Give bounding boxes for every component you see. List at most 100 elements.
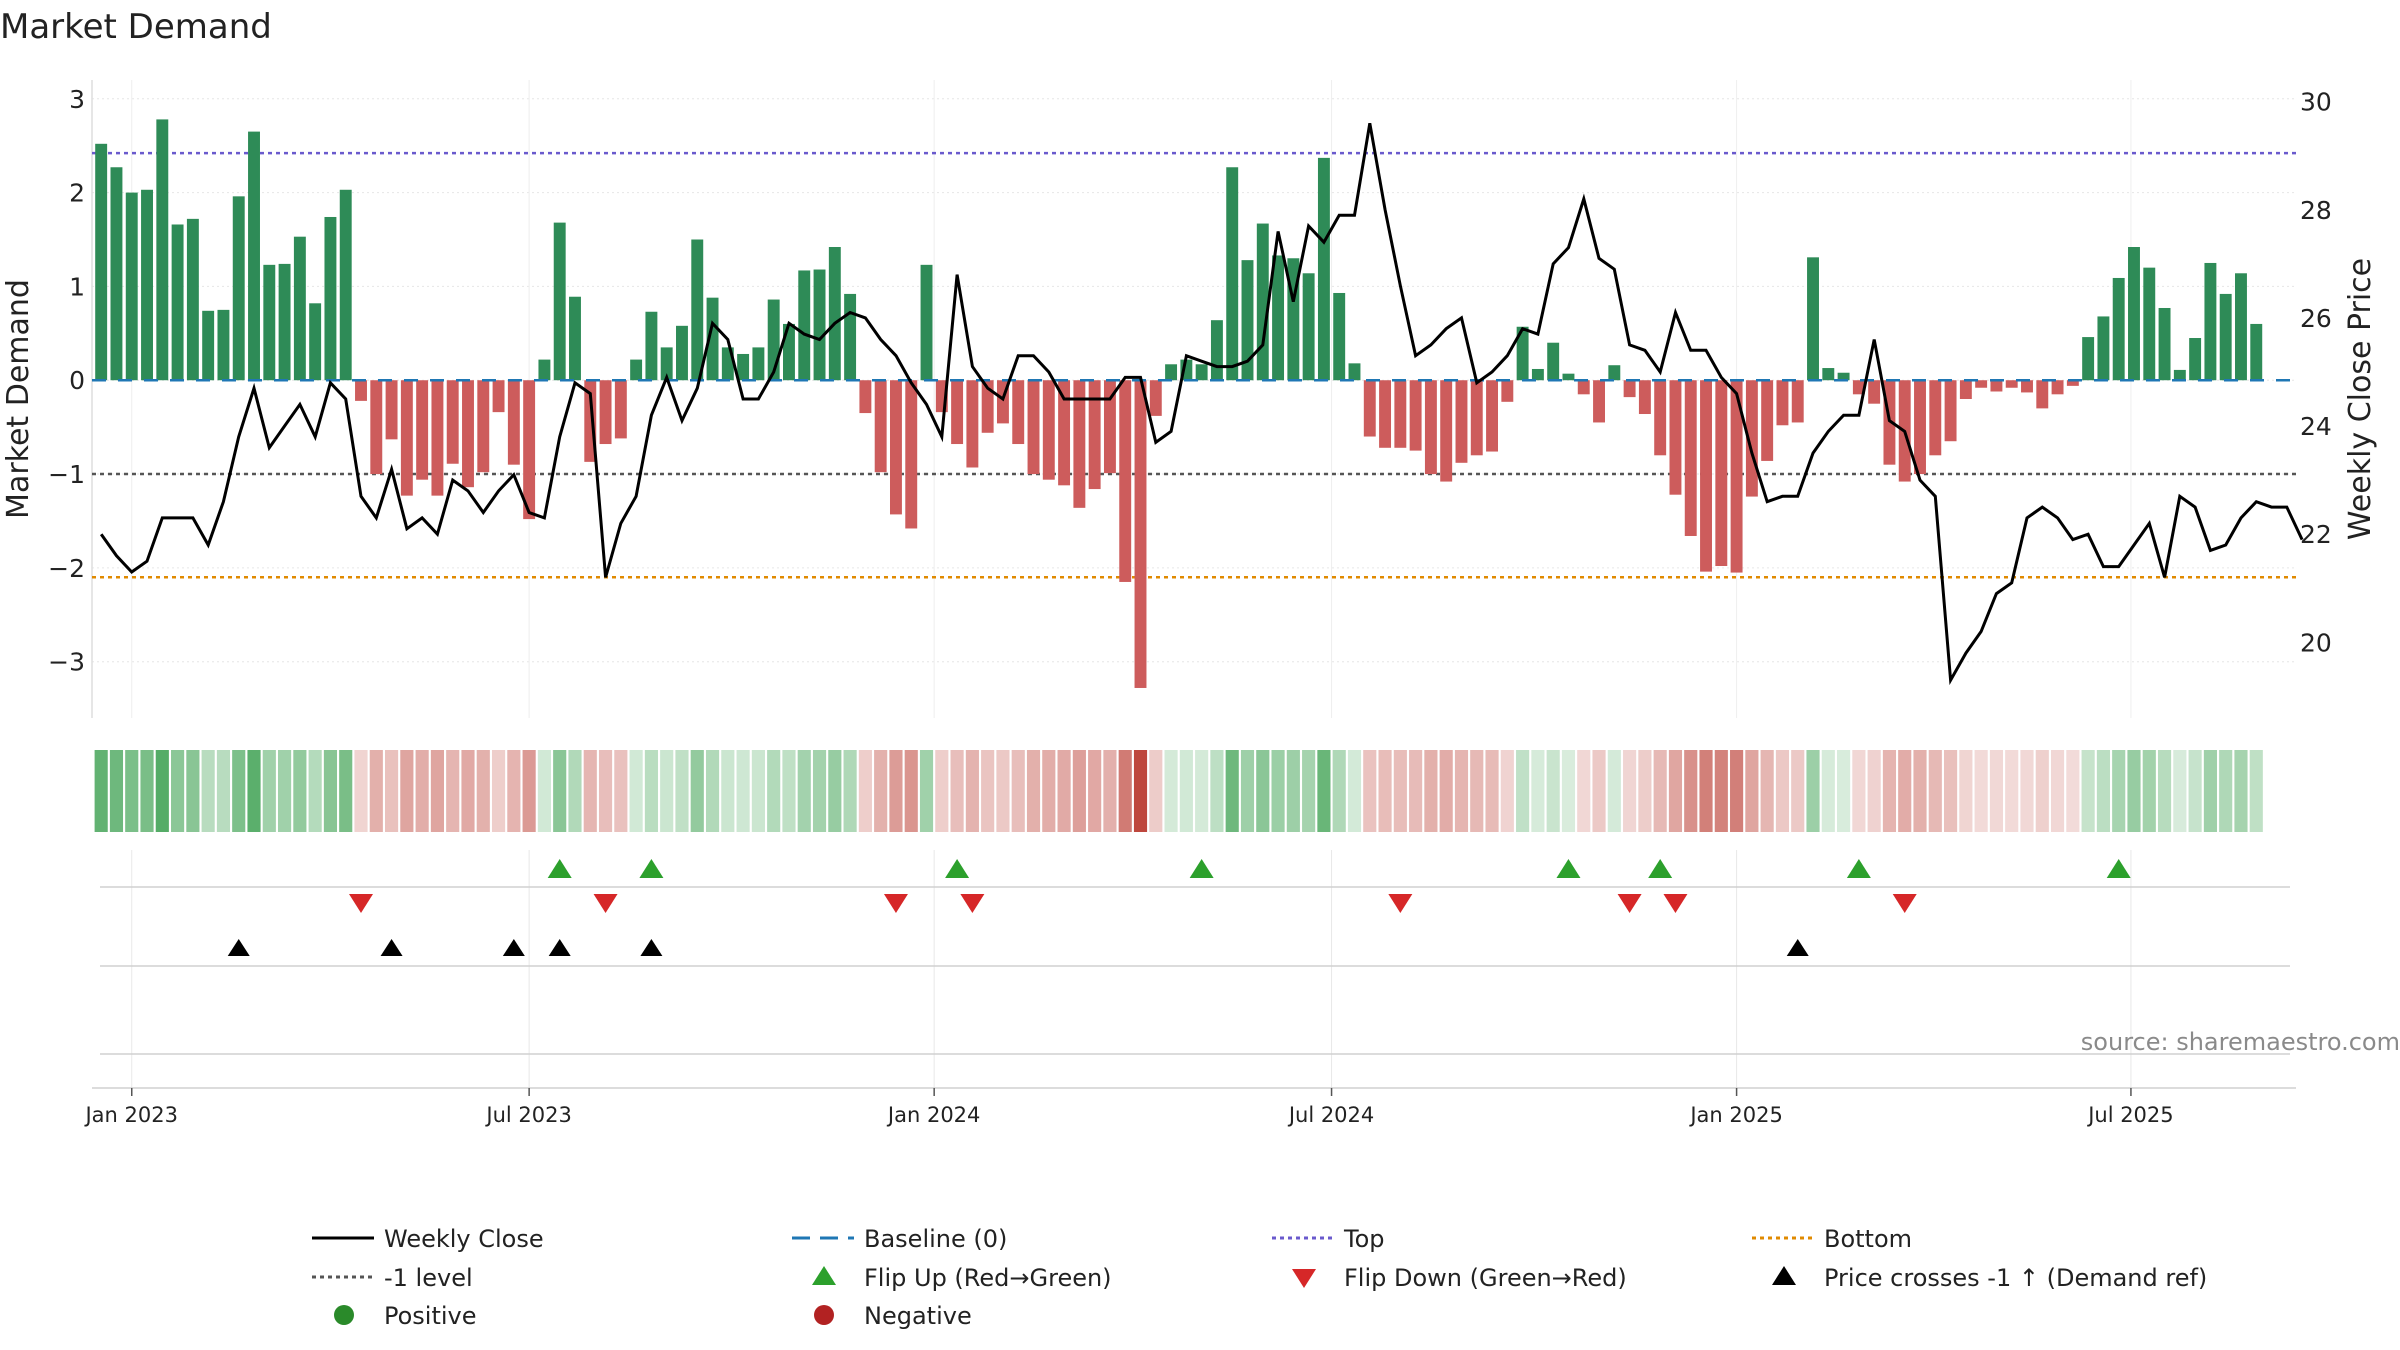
heat-cell [1378,750,1392,832]
heat-cell [1974,750,1988,832]
y2-tick-label: 20 [2300,628,2332,657]
flip-down-marker [1663,894,1688,913]
demand-bar [2082,337,2095,381]
demand-bar [1516,326,1529,381]
demand-bar [1715,380,1728,567]
panel-gridlines [131,850,2132,1088]
demand-bar [553,222,566,381]
heat-cell [919,750,934,832]
heat-cell [2127,750,2141,832]
demand-bar [95,143,108,381]
heat-cell [2142,750,2156,832]
demand-bar [1058,380,1071,486]
legend-item: Top [1272,1225,1385,1253]
legend-label: Baseline (0) [864,1225,1007,1253]
demand-bar [263,264,276,381]
heat-cell [262,750,276,832]
heat-cell [201,750,215,832]
heat-cell [950,750,964,832]
demand-bar [2158,307,2171,381]
demand-bar [1379,380,1392,448]
flip-down-marker [1892,894,1917,913]
heat-cell [1164,750,1178,832]
legend-item: Flip Up (Red→Green) [812,1264,1112,1292]
demand-bar [385,380,398,440]
demand-bar [1593,380,1605,423]
demand-bar [1638,380,1651,415]
legend-item: -1 level [312,1264,473,1292]
heat-cell [537,750,551,832]
heat-cell [1332,750,1346,832]
heat-cell [1806,750,1820,832]
demand-bar [278,263,291,381]
demand-bar [1608,365,1621,381]
legend-item: Bottom [1752,1225,1912,1253]
price-cross-marker [548,939,571,956]
demand-bar [1654,380,1667,456]
demand-bar [1944,380,1957,442]
demand-bar [1700,380,1712,572]
demand-bar [2204,262,2217,381]
heat-cell [186,750,200,832]
demand-bar [2173,369,2186,381]
heat-cell [1531,750,1545,832]
demand-bar [1730,380,1743,573]
demand-bar [844,293,857,381]
heat-cell [675,750,689,832]
flip-down-marker [1617,894,1642,913]
demand-bar [2189,338,2202,381]
demand-bar [676,325,688,381]
y2-axis-label: Weekly Close Price [2343,258,2378,540]
legend-label: Negative [864,1302,972,1330]
demand-bar [752,347,765,381]
demand-bar [1119,380,1132,582]
heat-cell [1072,750,1086,832]
demand-bar [1959,380,1972,399]
heat-cell [1989,750,2003,832]
heat-cell [553,750,567,832]
demand-bar [813,269,826,381]
heat-cell [2188,750,2202,832]
flip-up-marker [1556,859,1581,878]
demand-bar [2112,277,2125,381]
legend-item: Baseline (0) [792,1225,1007,1253]
demand-bar [477,380,490,473]
y2-tick-label: 22 [2300,520,2332,549]
y-tick-label: 0 [69,366,85,395]
demand-bar [951,380,964,445]
heat-cell [1500,750,1514,832]
legend-swatch-circle [334,1305,354,1325]
heat-cell [996,750,1010,832]
heat-cell [2081,750,2095,832]
heat-cell [1470,750,1484,832]
demand-bar [859,380,872,414]
demand-bar [1027,380,1040,475]
legend-item: Positive [334,1302,477,1330]
heat-cell [1088,750,1102,832]
heat-cell [1959,750,1973,832]
demand-bar [156,119,169,381]
heat-cell [2203,750,2217,832]
demand-bar [293,236,306,381]
heat-cell [1439,750,1453,832]
demand-bar [1409,380,1422,451]
y-ticks: 3 2 1 0 −1 −2 −3 [48,85,85,677]
heat-cell [1577,750,1591,832]
price-cross-marker [640,939,663,956]
demand-bar [1455,380,1468,463]
demand-bar [1440,380,1453,482]
heat-cell [2096,750,2110,832]
demand-bar [783,323,795,381]
heat-cell [354,750,368,832]
legend-label: Flip Down (Green→Red) [1344,1264,1627,1292]
heat-cell [2173,750,2187,832]
demand-bar [1684,380,1697,536]
heat-cell [171,750,185,832]
demand-bar [171,224,184,381]
heat-cell [1592,750,1606,832]
heat-cell [1454,750,1469,832]
demand-bar [507,380,520,465]
y2-tick-label: 28 [2300,196,2332,225]
demand-bar [1302,273,1315,381]
heat-cell [1210,750,1224,832]
